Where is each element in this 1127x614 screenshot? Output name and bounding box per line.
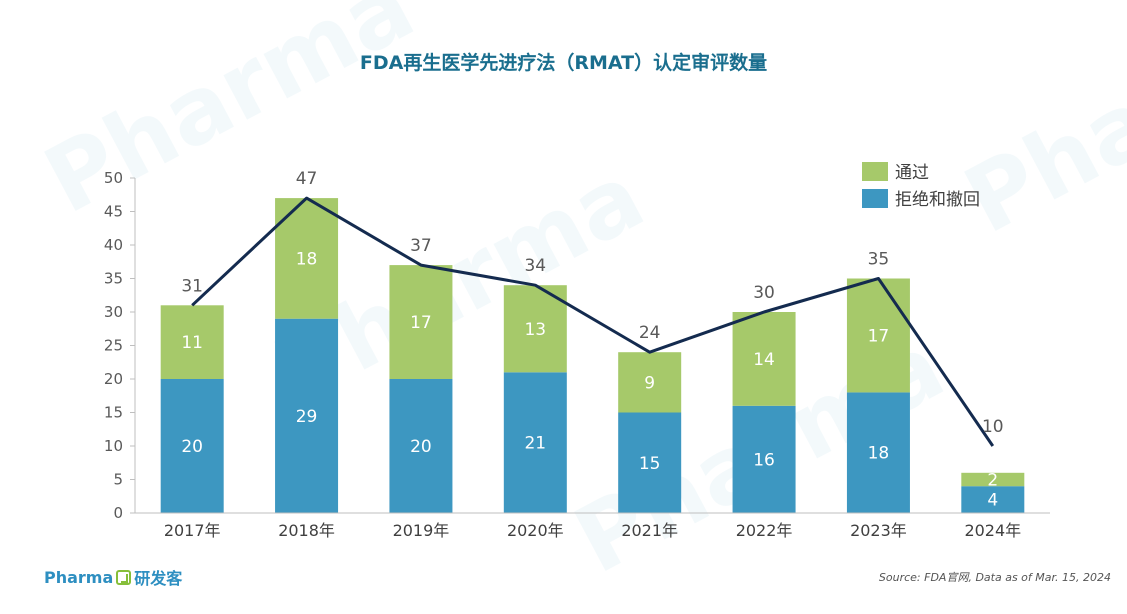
y-tick-label: 50	[104, 169, 123, 187]
y-tick-label: 40	[104, 236, 123, 254]
total-label: 37	[410, 236, 432, 256]
bar-rejected-label: 29	[296, 407, 318, 427]
bar-rejected	[160, 379, 224, 513]
total-label: 34	[524, 256, 546, 276]
bar-rejected	[618, 412, 682, 513]
bar-rejected	[389, 379, 453, 513]
y-tick-label: 15	[104, 404, 123, 422]
bar-approved	[961, 472, 1025, 487]
bar-approved	[846, 278, 910, 393]
y-tick-label: 5	[113, 471, 123, 489]
brand-logo: Pharma 研发客	[44, 565, 182, 589]
bar-approved-label: 14	[753, 350, 775, 370]
legend-label: 拒绝和撤回	[895, 190, 980, 210]
y-tick-label: 0	[113, 504, 123, 522]
bar-rejected-label: 4	[987, 491, 998, 511]
x-tick-label: 2020年	[507, 521, 564, 540]
total-label: 47	[296, 169, 318, 189]
source-note: Source: FDA官网, Data as of Mar. 15, 2024	[878, 571, 1111, 584]
y-tick-label: 20	[104, 370, 123, 388]
bar-approved	[160, 305, 224, 379]
bar-approved	[503, 285, 567, 373]
total-label: 24	[639, 323, 661, 343]
bar-rejected	[275, 318, 339, 513]
bar-approved-label: 18	[296, 249, 318, 269]
total-label: 10	[982, 417, 1004, 437]
total-line	[191, 196, 995, 447]
x-tick-label: 2023年	[850, 521, 907, 540]
y-tick-label: 25	[104, 337, 123, 355]
bar-approved-label: 9	[644, 373, 655, 393]
y-tick-label: 10	[104, 437, 123, 455]
bar-approved	[389, 265, 453, 379]
x-tick-label: 2024年	[964, 521, 1021, 540]
y-tick-label: 30	[104, 303, 123, 321]
bar-rejected-label: 18	[868, 444, 890, 464]
bar-rejected	[846, 392, 910, 513]
x-tick-label: 2019年	[393, 521, 450, 540]
total-label: 35	[868, 250, 890, 270]
bar-approved-label: 13	[524, 320, 546, 340]
bar-rejected	[732, 405, 796, 513]
bar-rejected-label: 15	[639, 454, 661, 474]
brand-logo-text: Pharma	[44, 567, 114, 587]
brand-logo-icon	[116, 569, 132, 585]
bar-rejected-label: 20	[410, 437, 432, 457]
total-label: 30	[753, 283, 775, 303]
legend-label: 通过	[895, 163, 929, 183]
bar-rejected	[961, 486, 1025, 513]
x-tick-label: 2017年	[164, 521, 221, 540]
y-tick-label: 35	[104, 270, 123, 288]
bar-rejected-label: 16	[753, 450, 775, 470]
bar-approved-label: 17	[868, 326, 890, 346]
bar-approved	[732, 312, 796, 406]
total-label: 31	[181, 276, 203, 296]
y-tick-label: 45	[104, 203, 123, 221]
legend-swatch	[862, 162, 888, 181]
bar-rejected	[503, 372, 567, 513]
bar-approved-label: 2	[987, 471, 998, 491]
chart-title: FDA再生医学先进疗法（RMAT）认定审评数量	[359, 52, 768, 74]
bar-approved-label: 11	[181, 333, 203, 353]
x-tick-label: 2021年	[621, 521, 678, 540]
bar-rejected-label: 21	[524, 434, 546, 454]
bar-approved-label: 17	[410, 313, 432, 333]
bar-approved	[618, 352, 682, 413]
x-tick-label: 2018年	[278, 521, 335, 540]
brand-logo-cn: 研发客	[134, 569, 183, 588]
bar-rejected-label: 20	[181, 437, 203, 457]
x-tick-label: 2022年	[736, 521, 793, 540]
legend-swatch	[862, 189, 888, 208]
